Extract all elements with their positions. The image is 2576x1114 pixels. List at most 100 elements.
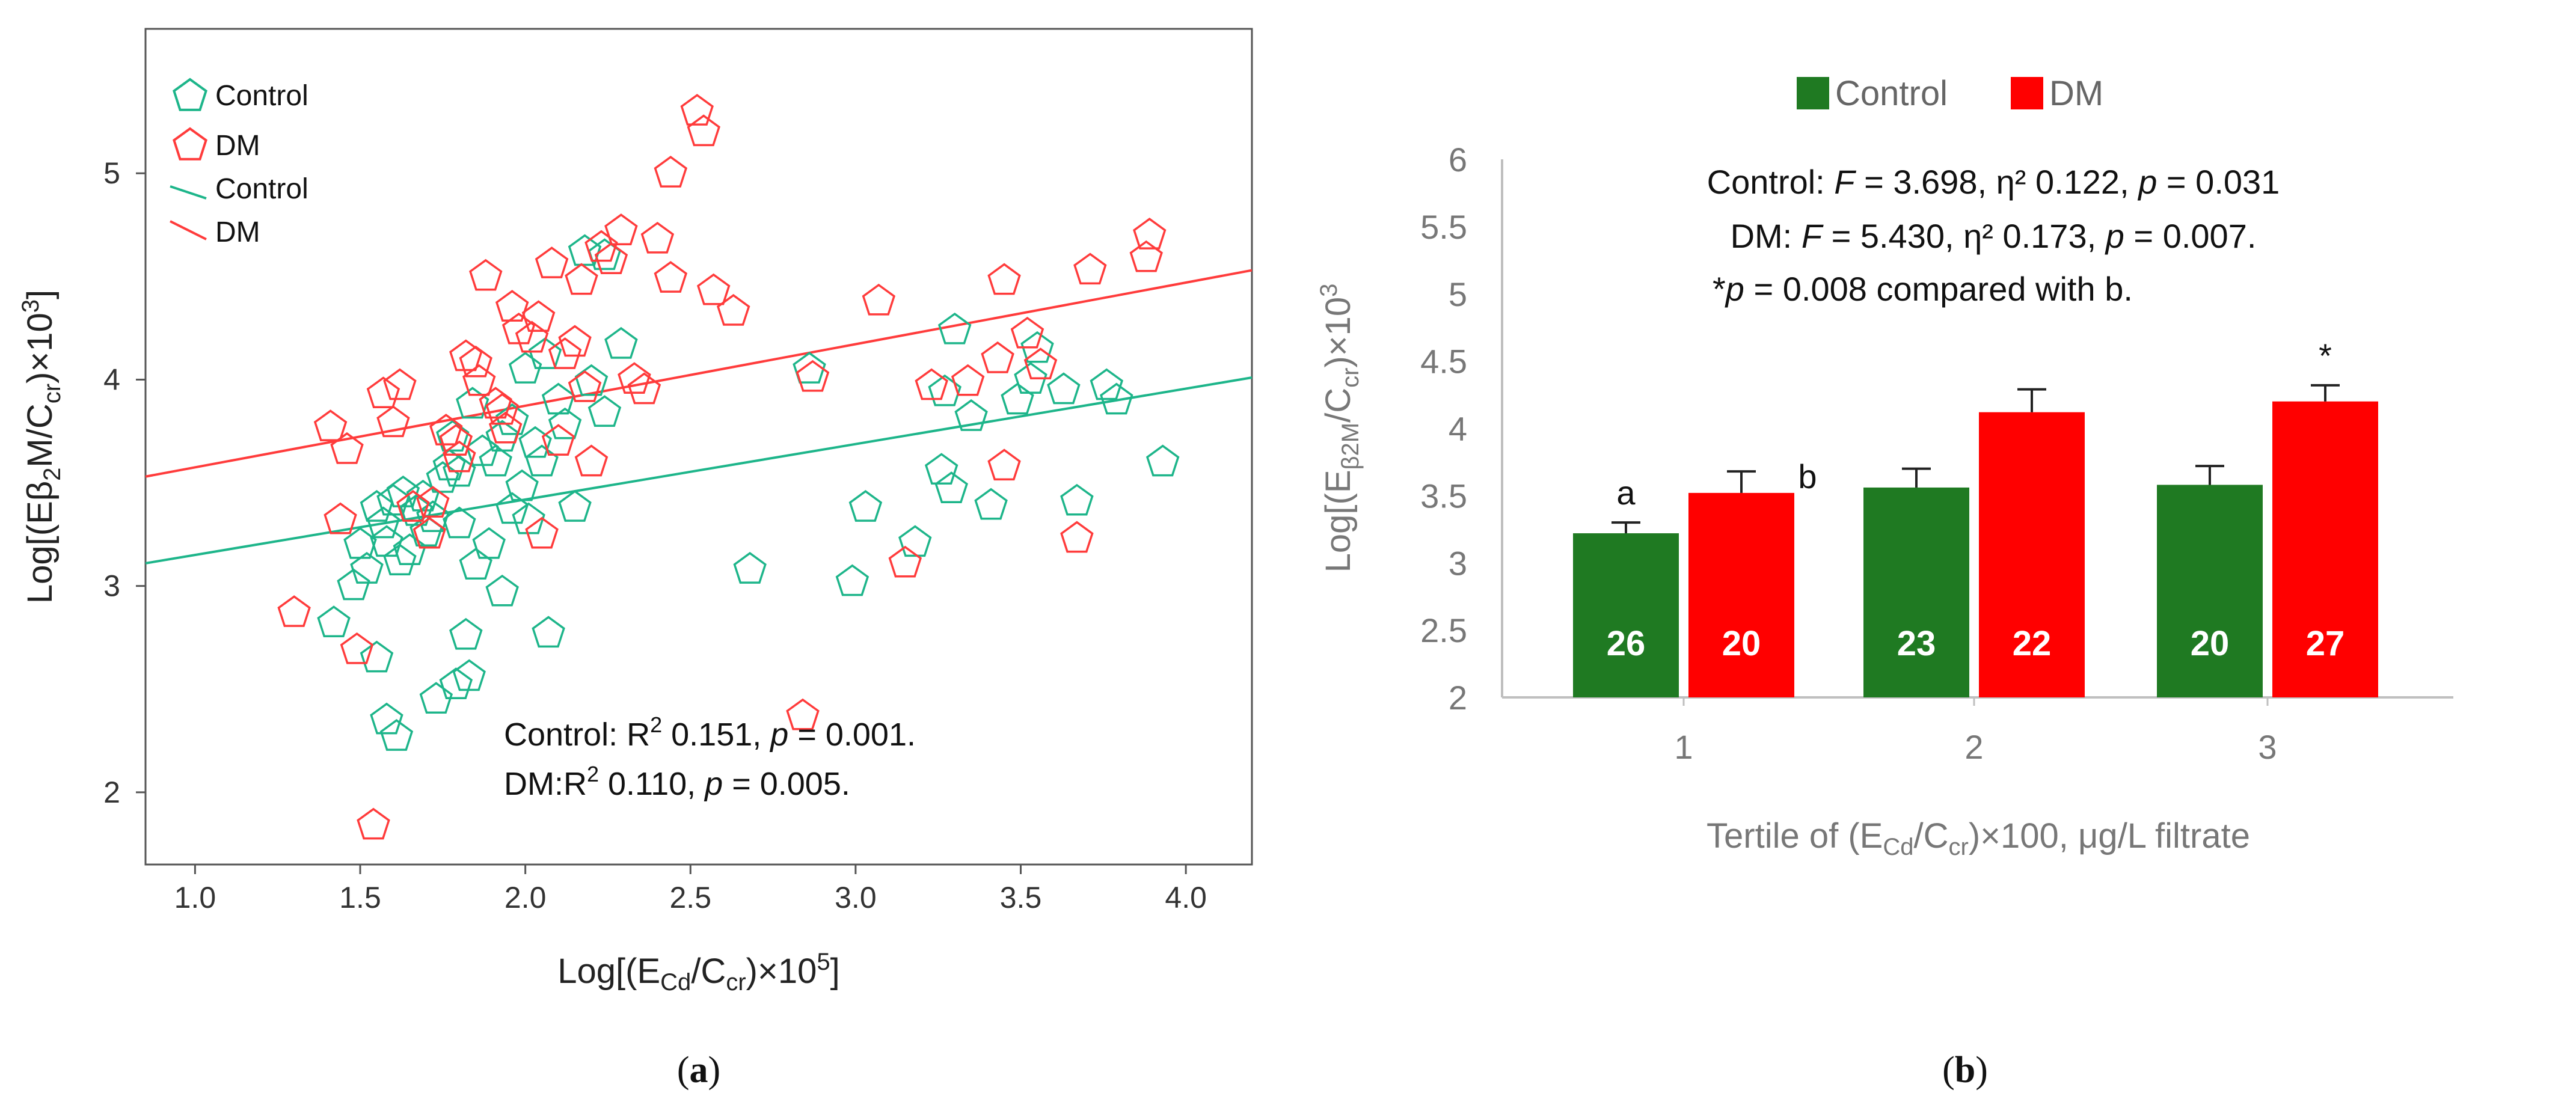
panel-label-b: (b) bbox=[1942, 1050, 1988, 1091]
x-tick-label-a: 2.5 bbox=[670, 881, 712, 914]
point-dm bbox=[396, 490, 430, 522]
point-dm bbox=[796, 360, 830, 392]
point-dm bbox=[535, 246, 569, 278]
point-control bbox=[528, 337, 562, 369]
point-control bbox=[1100, 382, 1133, 415]
point-control bbox=[604, 326, 638, 359]
point-control bbox=[383, 543, 417, 576]
point-control bbox=[898, 525, 932, 557]
point-control bbox=[848, 490, 883, 522]
point-dm bbox=[687, 114, 720, 147]
point-dm bbox=[416, 486, 450, 518]
point-dm bbox=[786, 698, 820, 730]
point-dm bbox=[324, 502, 357, 534]
bar-dm-3 bbox=[2272, 401, 2378, 697]
point-dm bbox=[313, 409, 348, 441]
legend-dm-label: DM bbox=[215, 130, 260, 162]
point-control bbox=[1014, 362, 1047, 394]
point-control bbox=[505, 469, 539, 501]
legend-dm-swatch bbox=[2011, 77, 2043, 109]
point-control bbox=[439, 667, 473, 700]
point-dm bbox=[1129, 240, 1163, 272]
y-tick-label-a: 4 bbox=[103, 363, 120, 396]
point-dm bbox=[640, 221, 675, 254]
legend-control-line bbox=[170, 185, 207, 200]
point-control bbox=[574, 364, 609, 396]
point-dm bbox=[915, 368, 948, 400]
point-dm bbox=[469, 259, 503, 291]
point-dm bbox=[459, 345, 492, 378]
legend-dm-marker bbox=[173, 127, 207, 161]
point-control bbox=[317, 605, 351, 638]
point-control bbox=[1047, 372, 1081, 405]
bar-count-label: 20 bbox=[1722, 624, 1761, 663]
point-dm bbox=[439, 424, 473, 456]
point-control bbox=[835, 564, 869, 596]
x-tick-label-b: 2 bbox=[1964, 728, 1983, 766]
point-dm bbox=[443, 440, 476, 473]
point-dm bbox=[716, 294, 750, 326]
point-control bbox=[337, 568, 370, 601]
point-control bbox=[449, 617, 483, 650]
point-control bbox=[934, 471, 968, 503]
bar-marker-a: a bbox=[1616, 474, 1636, 512]
point-dm bbox=[568, 370, 602, 402]
legend-control-label: Control bbox=[215, 80, 308, 112]
point-dm bbox=[654, 261, 688, 293]
point-control bbox=[495, 492, 529, 524]
legend-b-dm-label: DM bbox=[2049, 74, 2103, 113]
point-control bbox=[937, 312, 972, 344]
point-control bbox=[518, 426, 552, 458]
bar-count-label: 23 bbox=[1897, 624, 1936, 663]
y-tick-label-b: 2.5 bbox=[1420, 611, 1467, 649]
point-dm bbox=[412, 516, 447, 549]
legend-control-marker bbox=[173, 78, 207, 111]
legend-b: Control DM bbox=[1797, 74, 2103, 113]
point-control bbox=[548, 407, 582, 439]
point-dm bbox=[888, 545, 922, 578]
y-tick-label-b: 3.5 bbox=[1420, 477, 1467, 515]
point-dm bbox=[565, 263, 598, 295]
point-dm bbox=[654, 156, 688, 188]
point-dm bbox=[340, 632, 374, 664]
point-dm bbox=[981, 341, 1014, 373]
point-dm bbox=[951, 364, 985, 396]
point-dm bbox=[987, 448, 1021, 481]
point-dm bbox=[376, 405, 410, 438]
point-dm bbox=[862, 283, 896, 316]
legend-a: Control DM Control DM bbox=[170, 78, 308, 248]
point-control bbox=[508, 352, 542, 384]
point-control bbox=[456, 387, 489, 419]
y-tick-label-b: 4.5 bbox=[1420, 343, 1467, 381]
bar-count-label: 20 bbox=[2191, 624, 2230, 663]
point-dm bbox=[1023, 347, 1058, 380]
point-dm bbox=[627, 372, 661, 405]
x-tick-label-a: 3.0 bbox=[835, 881, 877, 914]
point-control bbox=[1020, 331, 1054, 363]
y-tick-label-a: 5 bbox=[103, 156, 120, 190]
bar-control-3 bbox=[2157, 485, 2263, 697]
y-axis-label-a: Log[(Eβ2M/Ccr)×103] bbox=[17, 290, 66, 604]
point-dm bbox=[1073, 252, 1107, 285]
point-control bbox=[360, 490, 394, 522]
point-dm bbox=[680, 94, 714, 126]
legend-control-line-label: Control bbox=[215, 173, 308, 205]
point-dm bbox=[987, 263, 1021, 295]
point-control bbox=[485, 574, 519, 607]
bar-control-1 bbox=[1573, 533, 1679, 697]
point-dm bbox=[462, 364, 496, 396]
point-dm bbox=[521, 300, 556, 332]
point-control bbox=[587, 395, 622, 427]
point-dm bbox=[696, 273, 731, 305]
stats-control: Control: F = 3.698, η² 0.122, p = 0.031 bbox=[1707, 163, 2280, 201]
x-tick-label-b: 3 bbox=[2258, 728, 2277, 766]
point-control bbox=[974, 488, 1008, 520]
point-control bbox=[370, 702, 403, 735]
point-control bbox=[1090, 368, 1124, 400]
point-control bbox=[924, 453, 958, 485]
annotation-dm: DM:R2 0.110, p = 0.005. bbox=[504, 762, 850, 802]
point-control bbox=[452, 659, 486, 691]
y-tick-label-a: 3 bbox=[103, 569, 120, 603]
bar-control-2 bbox=[1863, 487, 1969, 697]
y-tick-label-b: 6 bbox=[1449, 141, 1467, 179]
